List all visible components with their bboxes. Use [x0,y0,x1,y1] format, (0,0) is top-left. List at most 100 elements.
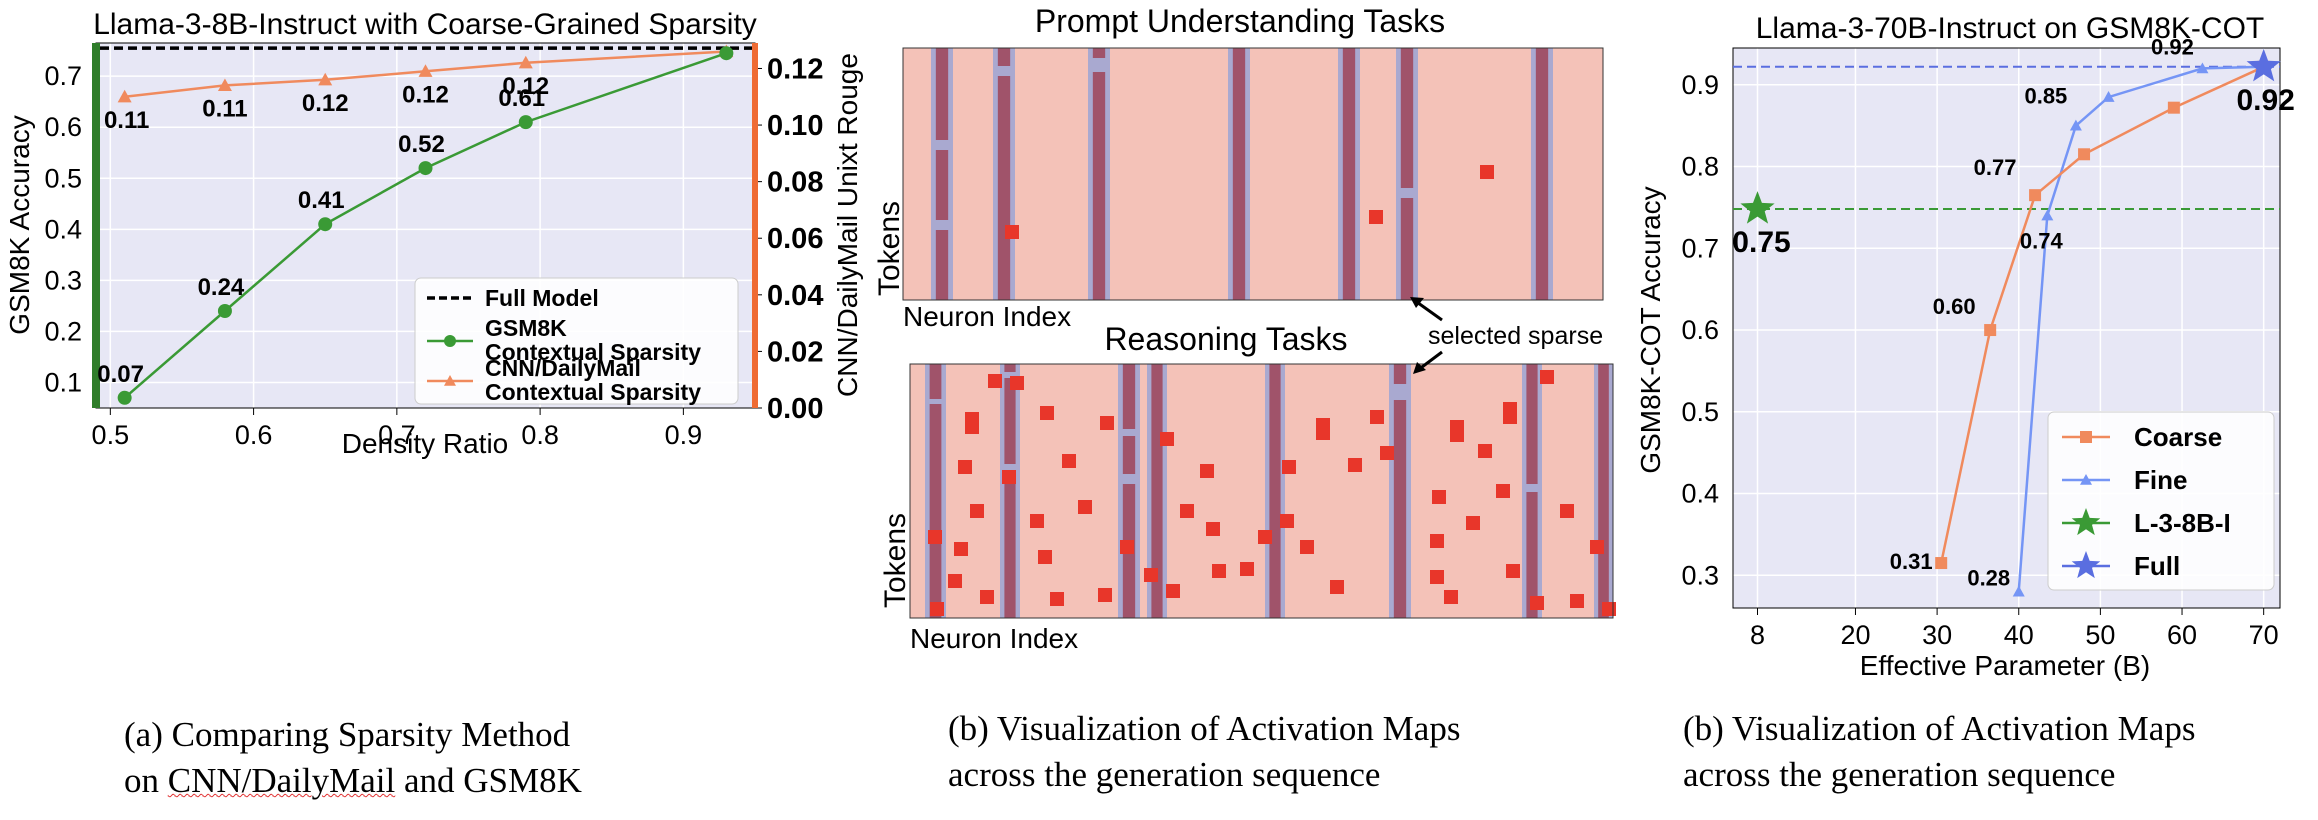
data-label-fine: 0.85 [2024,84,2067,109]
bottom-map-active-segment [1122,436,1136,474]
bottom-map-activation-dot [1432,490,1446,504]
point-gsm8k [217,304,232,319]
data-label-cnn: 0.12 [502,73,549,100]
point-fine [2069,119,2082,131]
bottom-map-active-segment [1526,364,1538,484]
heatmap-top-x-label: Neuron Index [903,301,1071,332]
chart-c: 8 20 30 40 50 60 70 0.3 0.4 0.5 0.6 0.7 0.8 0.9 0.31 0.… [1635,12,2295,681]
caption-b-line1: (b) Visualization of Activation Maps [948,709,1461,748]
x-tick-label-c: 40 [2004,620,2034,650]
data-label-gsm8k: 0.07 [97,361,144,388]
y-tick-label-a: 0.1 [44,367,82,397]
x-tick-label-a: 0.9 [665,420,703,450]
data-label-gsm8k: 0.24 [198,274,245,301]
bottom-map-activation-dot [970,504,984,518]
data-label-gsm8k: 0.61 [498,85,545,112]
caption-a-line2: on CNN/DailyMail and GSM8K [124,758,582,804]
point-coarse [2078,148,2091,161]
bottom-map-activation-dot [1503,402,1517,424]
legend-marker-c [2071,551,2101,579]
y-tick-label-a: 0.5 [44,163,82,193]
y-tick-label-c: 0.6 [1681,315,1719,345]
bottom-map-activation-dot [928,530,942,544]
x-tick-label-c: 30 [1922,620,1952,650]
point-gsm8k [719,46,734,61]
bottom-map-active-segment [929,539,942,618]
bottom-map-activation-dot [1100,416,1114,430]
caption-c-line1: (b) Visualization of Activation Maps [1683,709,2196,748]
caption-a: (a) Comparing Sparsity Method on CNN/Dai… [124,712,582,804]
caption-c: (b) Visualization of Activation Maps acr… [1683,706,2195,798]
bottom-map-active-segment [1269,364,1281,618]
data-label-full: 0.92 [2236,84,2294,117]
bottom-map-activation-dot [980,590,994,604]
legend-marker-cnn [444,375,456,386]
heatmap-bottom-x-label: Neuron Index [910,623,1078,654]
caption-a-prefix: on [124,761,168,800]
bottom-map-activation-dot [1300,540,1314,554]
point-fine [2102,91,2115,102]
legend-c [2047,411,2275,591]
bottom-map-active-segment [1122,364,1136,429]
legend-label-gsm8k: GSM8K [485,315,567,341]
legend-label-c: Coarse [2134,422,2222,452]
legend-label-gsm8k: Contextual Sparsity [485,339,701,365]
heatmap-top-y-label: Tokens [873,201,906,296]
bottom-map-activation-dot [1166,584,1180,598]
legend-marker-c [2071,508,2101,536]
top-map-active-segment [935,48,949,140]
data-label-coarse: 0.31 [1890,549,1933,574]
x-tick-label-a: 0.5 [92,420,130,450]
bottom-map-activation-dot [1258,530,1272,544]
data-label-cnn: 0.11 [104,107,149,134]
series-line-fine [2017,65,2264,592]
data-label-cnn: 0.11 [202,95,247,122]
point-cnn [217,78,232,92]
bottom-map-activation-dot [1430,570,1444,584]
top-map-active-segment [1342,48,1356,300]
bottom-map-activation-dot [1478,444,1492,458]
selected-sparse-annotation: selected sparse [1428,322,1603,350]
top-map-activation-dot [1005,225,1019,239]
bottom-map-activation-dot [1160,432,1174,446]
x-tick-label-a: 0.6 [235,420,273,450]
heatmap-bottom-title: Reasoning Tasks [1104,321,1347,357]
point-cnn [117,89,132,103]
point-cnn [418,64,433,77]
point-cnn [518,55,533,69]
bottom-map-activation-dot [1560,504,1574,518]
legend-label-cnn: CNN/DailyMail [485,355,641,381]
y-axis-label-c: GSM8K-COT Accuracy [1635,186,1666,473]
bottom-map-active-segment [1393,364,1407,384]
y-tick-label-c: 0.7 [1681,233,1719,263]
left-axis-bar-green [92,43,100,408]
y-tick-label-a: 0.3 [44,265,82,295]
bottom-map-activation-dot [965,412,979,434]
point-full [2246,48,2281,82]
caption-b-line2: across the generation sequence [948,755,1381,794]
x-tick-label-a: 0.8 [521,420,559,450]
legend-label-full: Full Model [485,285,599,311]
point-coarse [1984,324,1997,337]
y-tick-label-c: 0.5 [1681,397,1719,427]
top-map-active-segment [997,76,1011,300]
point-coarse [2029,189,2042,202]
annotation-arrowhead-down [1413,362,1426,374]
data-label-coarse: 0.77 [1974,155,2017,180]
bottom-map-activation-dot [1380,446,1394,460]
point-gsm8k [418,161,433,176]
y2-axis-label-a: CNN/DailyMail Unixt Rouge [832,53,863,397]
bottom-map-activation-dot [1010,376,1024,390]
y-tick-label-c: 0.8 [1681,152,1719,182]
bottom-map-activation-dot [954,542,968,556]
bottom-map-active-segment [1393,400,1407,618]
y2-tick-label-a: 0.12 [767,53,823,85]
bottom-map-active-segment [1004,364,1016,372]
point-gsm8k [318,217,333,232]
caption-a-suffix: and GSM8K [395,761,582,800]
bottom-map-active-segment [1004,474,1016,618]
x-tick-label-c: 20 [1840,620,1870,650]
series-line-coarse [1939,65,2265,564]
legend-label-c: L-3-8B-I [2134,508,2231,538]
